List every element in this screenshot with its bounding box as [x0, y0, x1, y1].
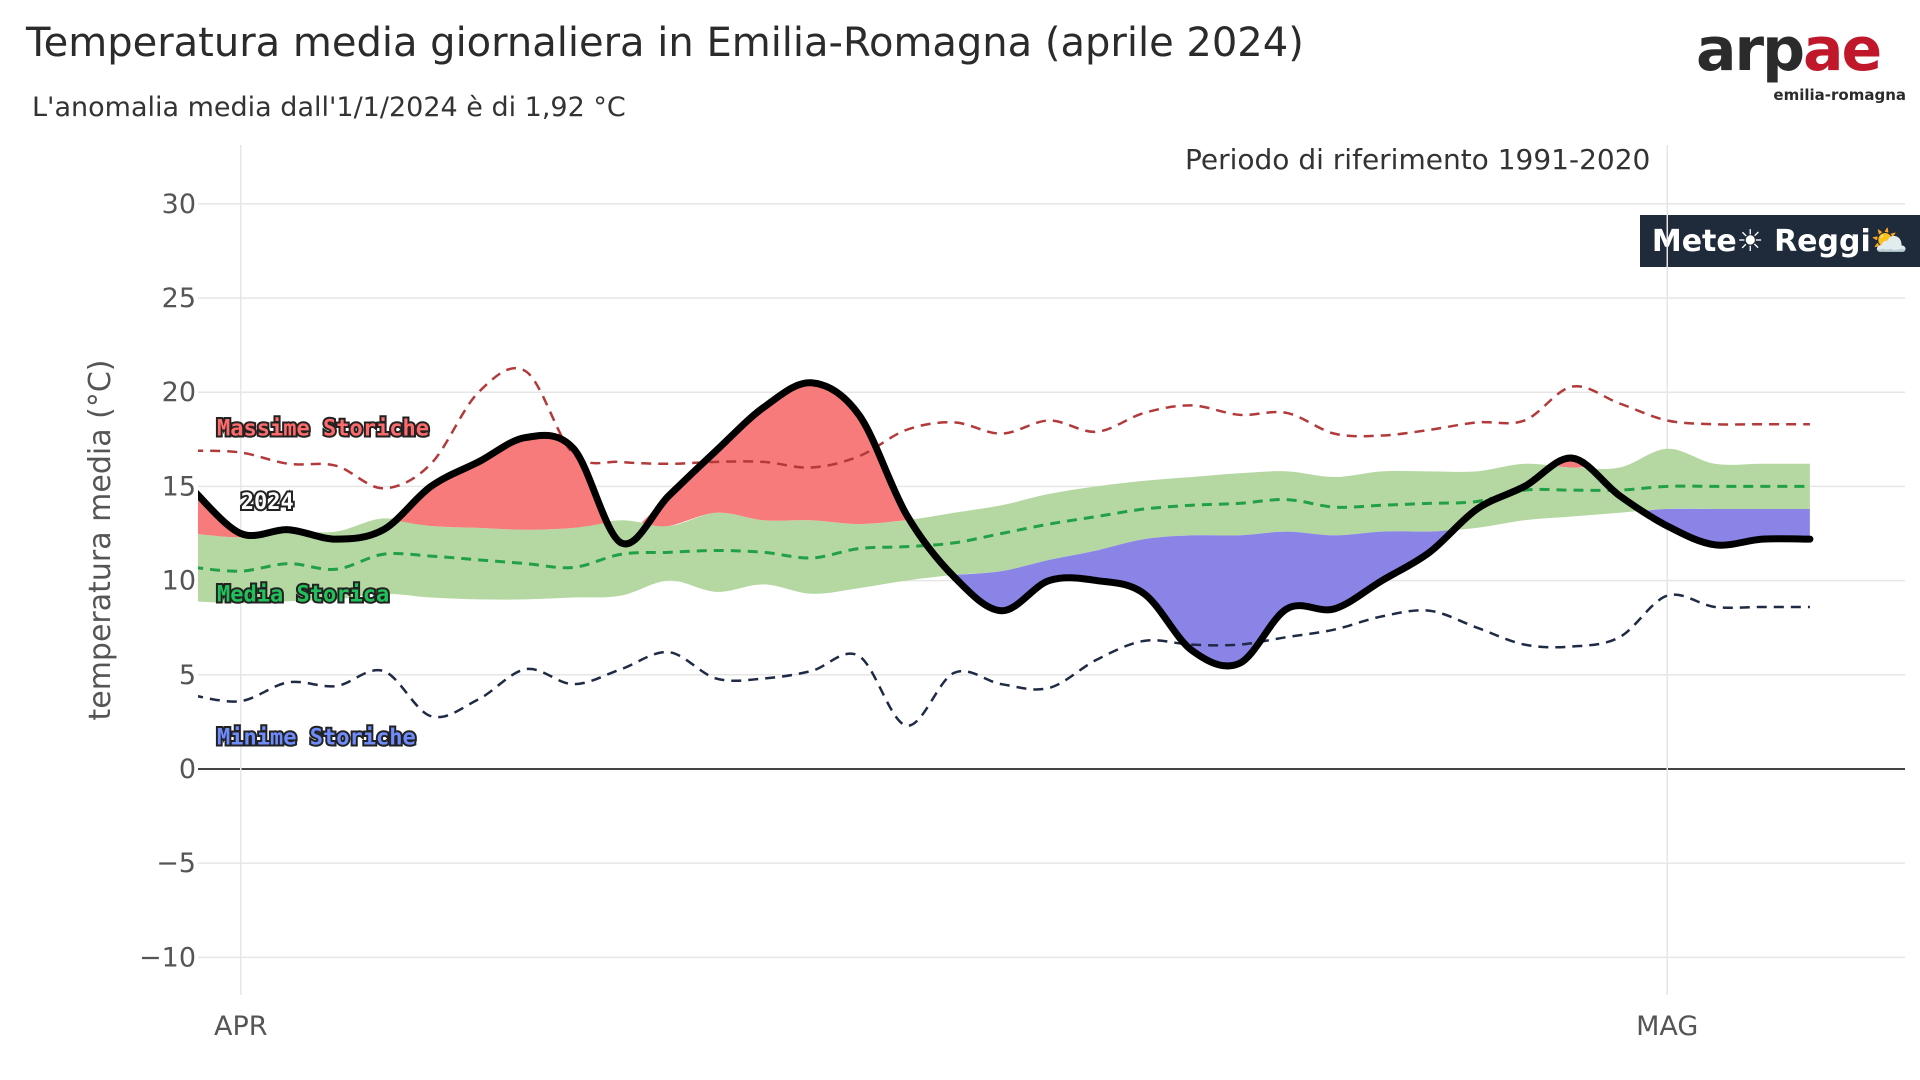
- meteo-reggio-watermark: Mete☀ Reggi⛅: [1640, 215, 1920, 267]
- y-tick-label: −10: [139, 942, 196, 973]
- anomaly-subtitle: L'anomalia media dall'1/1/2024 è di 1,92…: [32, 92, 626, 123]
- arpae-logo-main: arp: [1696, 15, 1805, 85]
- y-axis-label: temperatura media (°C): [83, 359, 118, 720]
- warm-anomaly-area: [394, 436, 611, 530]
- actual-2024-line: [198, 379, 1814, 670]
- arpae-logo: arpae emilia-romagna: [1696, 20, 1906, 106]
- reference-period-note: Periodo di riferimento 1991-2020: [1185, 143, 1651, 176]
- historical-mean-line: [198, 484, 1810, 573]
- warm-anomaly-area: [641, 382, 912, 527]
- historical-max-line: [198, 366, 1810, 490]
- warm-anomaly-area: [198, 494, 298, 538]
- arpae-logo-region: emilia-romagna: [1773, 86, 1906, 104]
- y-tick-label: 25: [162, 283, 196, 314]
- label-minime-storiche: Minime Storiche: [217, 725, 416, 750]
- y-tick-label: −5: [156, 848, 196, 879]
- label-2024: 2024: [241, 490, 294, 515]
- chart-title: Temperatura media giornaliera in Emilia-…: [26, 20, 1304, 66]
- y-tick-label: 10: [162, 566, 196, 597]
- arpae-logo-accent: ae: [1803, 15, 1882, 85]
- label-massime-storiche: Massime Storiche: [217, 417, 429, 442]
- climate-band: [198, 448, 1810, 604]
- normal-range-band: [198, 448, 1810, 604]
- label-media-storica: Media Storica: [217, 582, 389, 607]
- arpae-logo-word: arpae: [1696, 20, 1882, 80]
- series-lines: [198, 366, 1814, 727]
- series-labels: Massime Storiche 2024 Media Storica Minime …: [215, 415, 431, 753]
- x-tick-label: MAG: [1636, 1011, 1698, 1042]
- chart-axes: 30 25 20 15 10 5 0 −5 −10 APR MAG temperatura media…: [83, 189, 1698, 1042]
- y-tick-label: 5: [179, 660, 196, 691]
- warm-anomaly-area: [1558, 458, 1585, 468]
- y-tick-label: 0: [179, 754, 196, 785]
- historical-min-line: [198, 593, 1810, 727]
- y-tick-label: 20: [162, 377, 196, 408]
- cold-anomaly-area: [950, 529, 1455, 666]
- x-tick-label: APR: [214, 1011, 268, 1042]
- y-tick-label: 15: [162, 471, 196, 502]
- y-tick-label: 30: [162, 189, 196, 220]
